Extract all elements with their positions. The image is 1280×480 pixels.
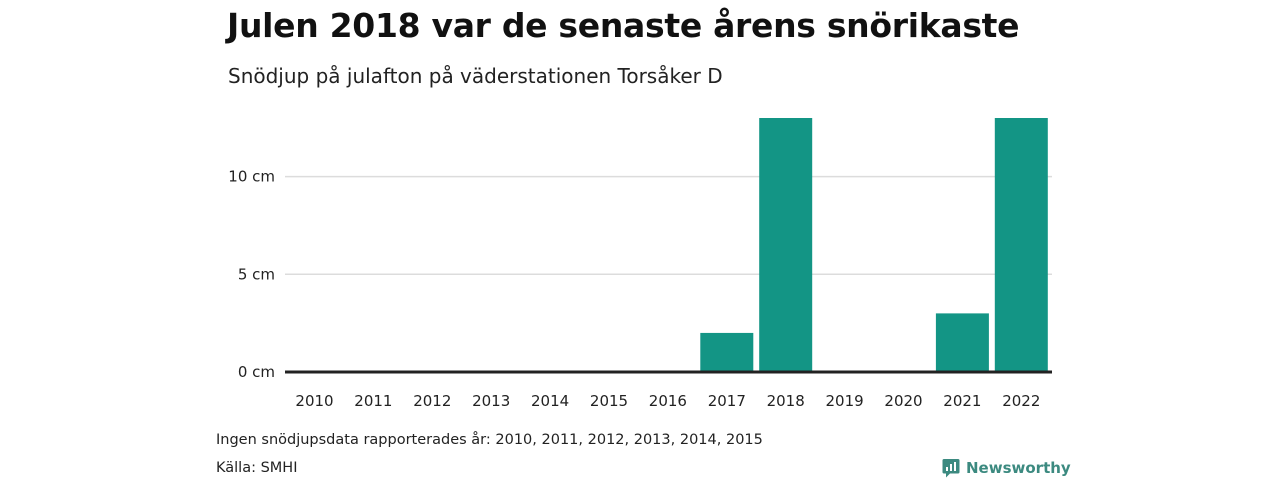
x-axis-ticks: 2010 2011 2012 2013 2014 2015 2016 2017 2018 2019… bbox=[295, 392, 1040, 410]
brand-name: Newsworthy bbox=[966, 459, 1071, 477]
x-tick-label: 2013 bbox=[472, 392, 510, 410]
y-tick-label: 0 cm bbox=[238, 363, 275, 381]
x-tick-label: 2015 bbox=[590, 392, 628, 410]
x-tick-label: 2016 bbox=[649, 392, 687, 410]
bar-2021 bbox=[935, 313, 989, 372]
x-tick-label: 2010 bbox=[295, 392, 333, 410]
x-tick-label: 2012 bbox=[413, 392, 451, 410]
missing-data-note: Ingen snödjupsdata rapporterades år: 201… bbox=[216, 432, 763, 448]
y-tick-label: 5 cm bbox=[238, 265, 275, 283]
x-tick-label: 2021 bbox=[943, 392, 981, 410]
y-axis-ticks: 0 cm 5 cm 10 cm bbox=[228, 168, 275, 381]
x-tick-label: 2019 bbox=[826, 392, 864, 410]
bar-2022 bbox=[994, 118, 1048, 372]
source-label: Källa: SMHI bbox=[216, 460, 298, 476]
bar-2017 bbox=[700, 332, 754, 372]
chart-subtitle: Snödjup på julafton på väderstationen To… bbox=[228, 64, 723, 88]
x-tick-label: 2018 bbox=[767, 392, 805, 410]
brand-logo[interactable]: Newsworthy bbox=[942, 457, 1071, 479]
x-tick-label: 2022 bbox=[1002, 392, 1040, 410]
bar-2018 bbox=[759, 118, 813, 372]
x-tick-label: 2014 bbox=[531, 392, 569, 410]
bars bbox=[700, 118, 1048, 372]
chart-title: Julen 2018 var de senaste årens snörikas… bbox=[227, 6, 1020, 45]
x-tick-label: 2020 bbox=[884, 392, 922, 410]
x-tick-label: 2011 bbox=[354, 392, 392, 410]
x-tick-label: 2017 bbox=[708, 392, 746, 410]
newsworthy-logo-icon bbox=[942, 459, 960, 478]
y-tick-label: 10 cm bbox=[228, 168, 275, 186]
grid-lines bbox=[285, 175, 1052, 276]
